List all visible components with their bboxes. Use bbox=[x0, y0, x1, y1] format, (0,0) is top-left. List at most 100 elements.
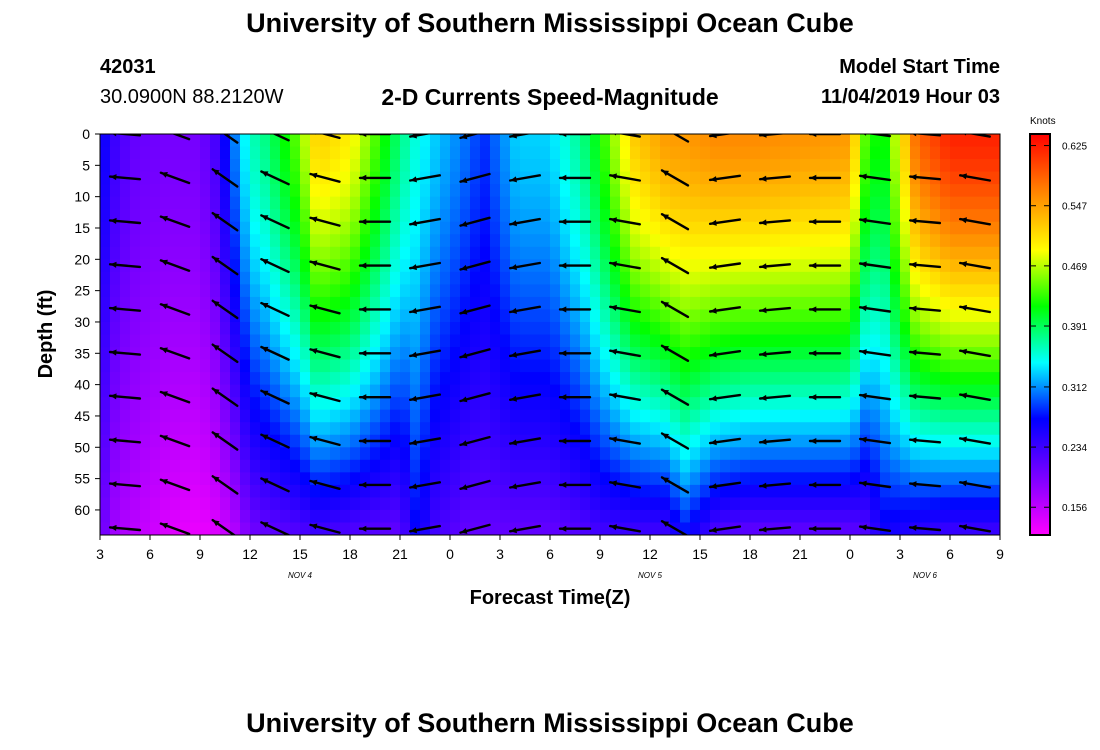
heatmap-cell bbox=[440, 472, 451, 486]
heatmap-cell bbox=[540, 472, 551, 486]
heatmap-cell bbox=[420, 334, 431, 348]
heatmap-cell bbox=[130, 296, 141, 311]
heatmap-cell bbox=[770, 184, 781, 198]
heatmap-cell bbox=[100, 134, 111, 148]
heatmap-cell bbox=[490, 447, 501, 461]
heatmap-cell bbox=[650, 509, 661, 524]
heatmap-cell bbox=[580, 134, 591, 148]
heatmap-cell bbox=[290, 221, 301, 235]
heatmap-cell bbox=[620, 221, 631, 235]
heatmap-cell bbox=[390, 321, 401, 336]
heatmap-cell bbox=[190, 321, 201, 336]
heatmap-cell bbox=[650, 196, 661, 210]
heatmap-cell bbox=[900, 171, 911, 185]
heatmap-cell bbox=[770, 134, 781, 148]
colorbar-tick-label: 0.234 bbox=[1062, 443, 1087, 454]
heatmap-cell bbox=[560, 309, 571, 323]
heatmap-cell bbox=[280, 497, 291, 511]
heatmap-cell bbox=[280, 134, 291, 148]
heatmap-cell bbox=[370, 221, 381, 235]
current-arrow bbox=[959, 392, 991, 401]
heatmap-cell bbox=[210, 447, 221, 461]
heatmap-cell bbox=[870, 509, 881, 524]
heatmap-cell bbox=[110, 459, 121, 473]
heatmap-cell bbox=[330, 497, 341, 511]
heatmap-cell bbox=[970, 384, 981, 398]
heatmap-cell bbox=[330, 509, 341, 524]
heatmap-cell bbox=[420, 484, 431, 499]
heatmap-cell bbox=[610, 271, 621, 285]
heatmap-cell bbox=[430, 159, 441, 173]
heatmap-cell bbox=[760, 221, 771, 235]
heatmap-cell bbox=[550, 146, 561, 160]
heatmap-cell bbox=[860, 271, 871, 285]
heatmap-cell bbox=[150, 522, 161, 535]
current-arrow bbox=[459, 134, 480, 140]
heatmap-cell bbox=[870, 284, 881, 298]
heatmap-cell bbox=[320, 196, 331, 210]
heatmap-cell bbox=[910, 397, 921, 411]
x-tick-label: 3 bbox=[96, 546, 104, 562]
heatmap-cell bbox=[640, 459, 651, 473]
heatmap-cell bbox=[410, 309, 421, 323]
heatmap-cell bbox=[340, 171, 351, 185]
heatmap-cell bbox=[390, 159, 401, 173]
heatmap-cell bbox=[260, 334, 271, 348]
heatmap-cell bbox=[290, 497, 301, 511]
heatmap-cell bbox=[820, 209, 831, 223]
heatmap-cell bbox=[450, 309, 461, 323]
heatmap-cell bbox=[340, 347, 351, 361]
heatmap-cell bbox=[440, 484, 451, 499]
heatmap-cell bbox=[470, 484, 481, 499]
heatmap-cell bbox=[810, 334, 821, 348]
heatmap-cell bbox=[700, 134, 711, 148]
heatmap-cell bbox=[720, 146, 731, 160]
heatmap-cell bbox=[250, 509, 261, 524]
heatmap-cell bbox=[110, 359, 121, 373]
heatmap-cell bbox=[480, 522, 491, 535]
heatmap-cell bbox=[200, 484, 211, 499]
heatmap-cell bbox=[310, 246, 321, 260]
heatmap-cell bbox=[690, 321, 701, 336]
heatmap-cell bbox=[410, 209, 421, 223]
heatmap-cell bbox=[570, 397, 581, 411]
heatmap-cell bbox=[360, 472, 371, 486]
heatmap-cell bbox=[250, 221, 261, 235]
heatmap-cell bbox=[970, 484, 981, 499]
heatmap-cell bbox=[860, 334, 871, 348]
heatmap-cell bbox=[130, 484, 141, 499]
heatmap-cell bbox=[740, 509, 751, 524]
heatmap-cell bbox=[130, 221, 141, 235]
heatmap-cell bbox=[540, 134, 551, 148]
heatmap-cell bbox=[840, 271, 851, 285]
heatmap-cell bbox=[640, 409, 651, 423]
heatmap-cell bbox=[300, 334, 311, 348]
heatmap-cell bbox=[910, 271, 921, 285]
heatmap-cell bbox=[530, 271, 541, 285]
heatmap-cell bbox=[340, 309, 351, 323]
heatmap-cell bbox=[990, 296, 1000, 311]
heatmap-cell bbox=[770, 397, 781, 411]
heatmap-cell bbox=[440, 459, 451, 473]
heatmap-cell bbox=[310, 234, 321, 248]
heatmap-cell bbox=[560, 159, 571, 173]
x-tick-label: 15 bbox=[692, 546, 708, 562]
heatmap-cell bbox=[950, 134, 961, 148]
heatmap-cell bbox=[900, 271, 911, 285]
heatmap-cell bbox=[340, 146, 351, 160]
heatmap-cell bbox=[160, 146, 171, 160]
heatmap-cell bbox=[620, 484, 631, 499]
heatmap-cell bbox=[880, 246, 891, 260]
heatmap-cell bbox=[200, 422, 211, 436]
heatmap-cell bbox=[490, 234, 501, 248]
heatmap-cell bbox=[840, 497, 851, 511]
heatmap-cell bbox=[760, 409, 771, 423]
heatmap-cell bbox=[610, 422, 621, 436]
heatmap-cell bbox=[970, 472, 981, 486]
current-arrow bbox=[509, 524, 541, 534]
heatmap-cell bbox=[420, 309, 431, 323]
heatmap-cell bbox=[950, 159, 961, 173]
heatmap-cell bbox=[270, 309, 281, 323]
heatmap-cell bbox=[400, 347, 411, 361]
heatmap-cell bbox=[620, 472, 631, 486]
